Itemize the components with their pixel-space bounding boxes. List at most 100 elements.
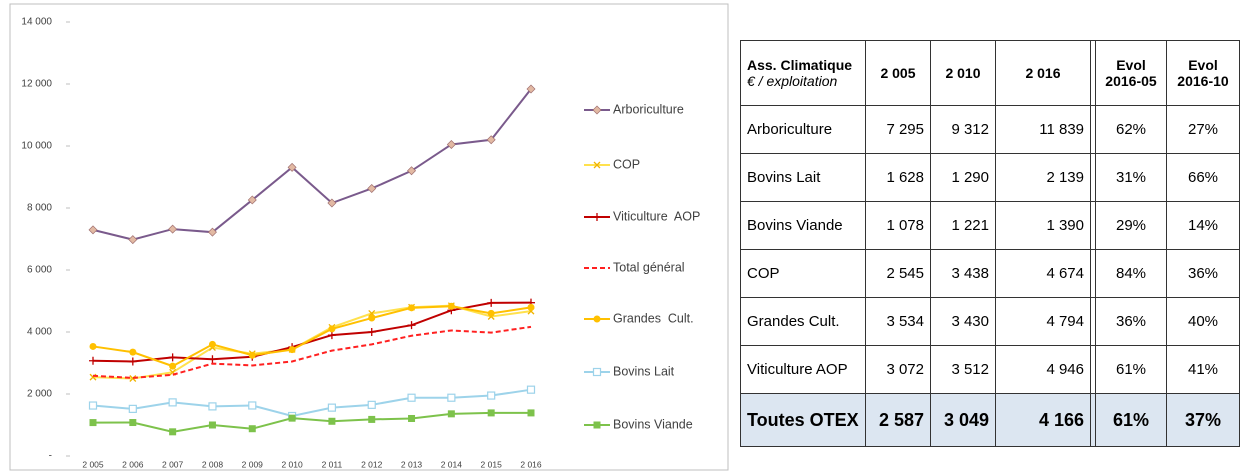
legend-marker: [593, 421, 601, 429]
marker: [487, 409, 495, 417]
value-cell: 3 430: [930, 297, 996, 346]
x-tick-label: 2 012: [361, 459, 383, 469]
marker: [367, 400, 376, 409]
marker: [327, 331, 336, 340]
table: Ass. Climatique € / exploitation 2 005 2 …: [740, 40, 1240, 447]
marker: [129, 375, 137, 382]
marker: [367, 328, 376, 336]
marker: [248, 425, 256, 433]
legend-marker: [592, 367, 602, 377]
value-cell: 3 072: [865, 345, 931, 394]
marker: [328, 417, 336, 425]
marker: [128, 404, 137, 413]
marker: [89, 356, 97, 365]
marker: [447, 410, 455, 418]
marker: [288, 414, 296, 422]
value-cell: 1 390: [995, 201, 1091, 250]
x-tick-label: 2 015: [481, 459, 503, 469]
marker: [447, 393, 456, 402]
marker: [368, 415, 376, 423]
legend-marker: [593, 213, 601, 221]
value-cell: 2 139: [995, 153, 1091, 202]
marker: [593, 315, 601, 323]
header-unit: € / exploitation: [747, 73, 838, 89]
value-cell: 9 312: [930, 105, 996, 154]
header-label: Ass. Climatique: [747, 57, 853, 73]
marker: [248, 401, 257, 410]
value-cell: 3 534: [865, 297, 931, 346]
marker: [486, 135, 496, 145]
marker: [287, 162, 297, 172]
y-tick-label: 10 000: [21, 141, 52, 152]
header-cell: 2 005: [865, 40, 931, 106]
x-tick-label: 2 007: [162, 459, 184, 469]
percent-cell: 37%: [1166, 393, 1240, 447]
x-tick-label: 2 009: [242, 459, 264, 469]
marker: [527, 409, 535, 417]
percent-cell: 84%: [1095, 249, 1167, 298]
y-tick-label: 8 000: [27, 203, 52, 214]
marker: [129, 348, 137, 356]
value-cell: 2 587: [865, 393, 931, 447]
row-label: Bovins Viande: [740, 201, 866, 250]
marker: [407, 166, 417, 176]
header-cell: Ass. Climatique € / exploitation: [740, 40, 866, 106]
series: [88, 385, 536, 421]
x-tick-label: 2 013: [401, 459, 423, 469]
marker: [526, 385, 536, 394]
x-tick-label: 2 011: [322, 459, 343, 469]
marker: [89, 342, 97, 350]
y-tick-label: 14 000: [21, 17, 52, 28]
marker: [169, 428, 177, 436]
series-line: [92, 325, 532, 379]
percent-cell: 29%: [1095, 201, 1167, 250]
series-line: [92, 411, 531, 433]
marker: [407, 393, 416, 402]
y-tick-label: 12 000: [21, 79, 52, 90]
table-row: COP 2 545 3 438 4 674 84% 36%: [740, 249, 1240, 298]
series: [88, 84, 536, 245]
percent-cell: 61%: [1095, 345, 1167, 394]
header-row: Ass. Climatique € / exploitation 2 005 2 …: [740, 40, 1240, 106]
marker: [407, 321, 416, 330]
marker: [447, 302, 455, 310]
legend-label: Arboriculture: [613, 102, 684, 116]
series: [89, 302, 535, 370]
value-cell: 3 438: [930, 249, 996, 298]
row-label: Bovins Lait: [740, 153, 866, 202]
marker: [408, 414, 416, 422]
series-line: [92, 305, 532, 368]
percent-cell: 36%: [1166, 249, 1240, 298]
marker: [527, 303, 535, 311]
marker: [128, 235, 138, 245]
table-row: Grandes Cult. 3 534 3 430 4 794 36% 40%: [740, 297, 1240, 346]
marker: [593, 213, 601, 221]
x-tick-label: 2 014: [441, 459, 463, 469]
percent-cell: 14%: [1166, 201, 1240, 250]
marker: [168, 398, 177, 407]
chart-frame: [9, 3, 729, 471]
marker: [367, 183, 377, 193]
header-cell: 2 016: [995, 40, 1091, 106]
series-line: [92, 301, 532, 363]
y-tick-label: 6 000: [27, 265, 52, 276]
legend-label: Total général: [613, 260, 685, 274]
header-cell: 2 010: [930, 40, 996, 106]
percent-cell: 66%: [1166, 153, 1240, 202]
value-cell: 4 674: [995, 249, 1091, 298]
row-label: Toutes OTEX: [740, 393, 866, 447]
marker: [128, 357, 137, 366]
row-label: Viticulture AOP: [740, 345, 866, 394]
series: [89, 298, 535, 366]
y-tick-label: -: [49, 451, 52, 462]
legend-label: COP: [613, 157, 640, 171]
marker: [592, 367, 602, 377]
value-cell: 2 545: [865, 249, 931, 298]
value-cell: 4 166: [995, 393, 1091, 447]
marker: [593, 161, 601, 169]
marker: [487, 298, 496, 307]
marker: [207, 227, 217, 237]
header-cell: Evol 2016-05: [1095, 40, 1167, 106]
legend-label: Bovins Viande: [613, 417, 693, 431]
